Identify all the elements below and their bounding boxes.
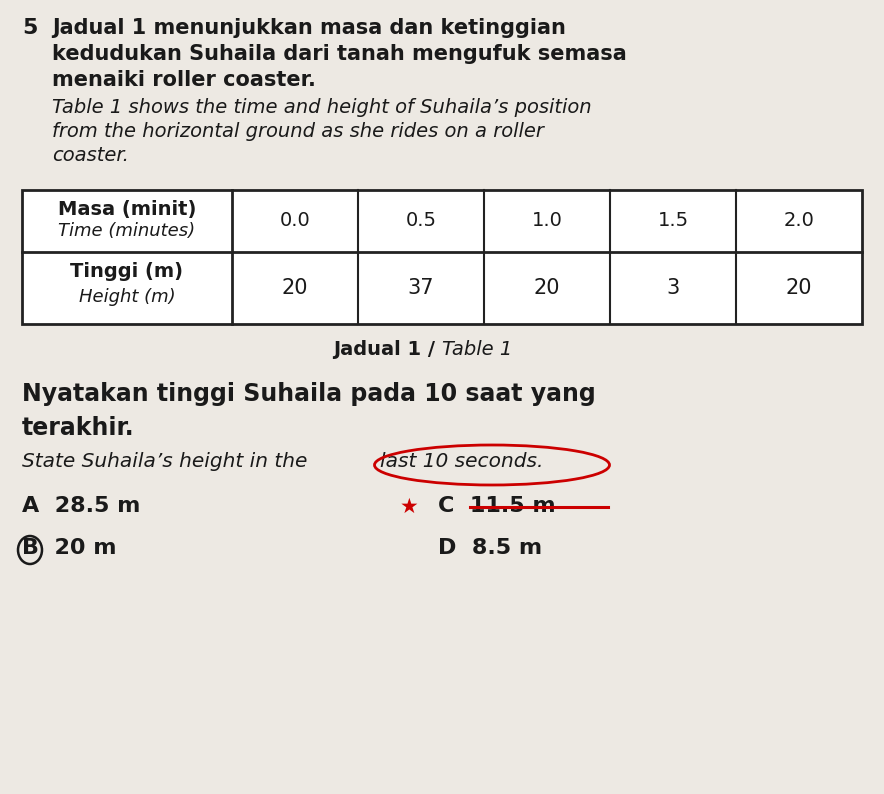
Text: Masa (minit): Masa (minit): [57, 200, 196, 219]
Text: terakhir.: terakhir.: [22, 416, 134, 440]
Text: ★: ★: [400, 497, 419, 517]
Text: Table 1: Table 1: [442, 340, 512, 359]
Text: 20: 20: [282, 278, 309, 298]
Text: Height (m): Height (m): [79, 288, 175, 306]
Text: 2.0: 2.0: [783, 211, 814, 230]
Text: coaster.: coaster.: [52, 146, 129, 165]
Text: Time (minutes): Time (minutes): [58, 222, 195, 240]
Text: Jadual 1 /: Jadual 1 /: [333, 340, 442, 359]
Text: 20: 20: [786, 278, 812, 298]
Text: A  28.5 m: A 28.5 m: [22, 496, 141, 516]
Text: C  11.5 m: C 11.5 m: [438, 496, 556, 516]
Bar: [22, 190, 862, 324]
Text: 3: 3: [667, 278, 680, 298]
Text: 20: 20: [534, 278, 560, 298]
Text: B  20 m: B 20 m: [22, 538, 117, 558]
Text: 0.0: 0.0: [279, 211, 310, 230]
Text: Tinggi (m): Tinggi (m): [71, 262, 184, 281]
Text: Jadual 1 menunjukkan masa dan ketinggian: Jadual 1 menunjukkan masa dan ketinggian: [52, 18, 566, 38]
Text: 1.5: 1.5: [658, 211, 689, 230]
Text: 5: 5: [22, 18, 37, 38]
Text: 37: 37: [408, 278, 434, 298]
Text: 1.0: 1.0: [531, 211, 562, 230]
Text: Table 1 shows the time and height of Suhaila’s position: Table 1 shows the time and height of Suh…: [52, 98, 591, 117]
Text: from the horizontal ground as she rides on a roller: from the horizontal ground as she rides …: [52, 122, 544, 141]
Text: Nyatakan tinggi Suhaila pada 10 saat yang: Nyatakan tinggi Suhaila pada 10 saat yan…: [22, 382, 596, 406]
Text: menaiki roller coaster.: menaiki roller coaster.: [52, 70, 316, 90]
Text: State Suhaila’s height in the: State Suhaila’s height in the: [22, 452, 308, 471]
Text: last 10 seconds.: last 10 seconds.: [380, 452, 544, 471]
Text: D  8.5 m: D 8.5 m: [438, 538, 542, 558]
Text: 0.5: 0.5: [406, 211, 437, 230]
Text: kedudukan Suhaila dari tanah mengufuk semasa: kedudukan Suhaila dari tanah mengufuk se…: [52, 44, 627, 64]
